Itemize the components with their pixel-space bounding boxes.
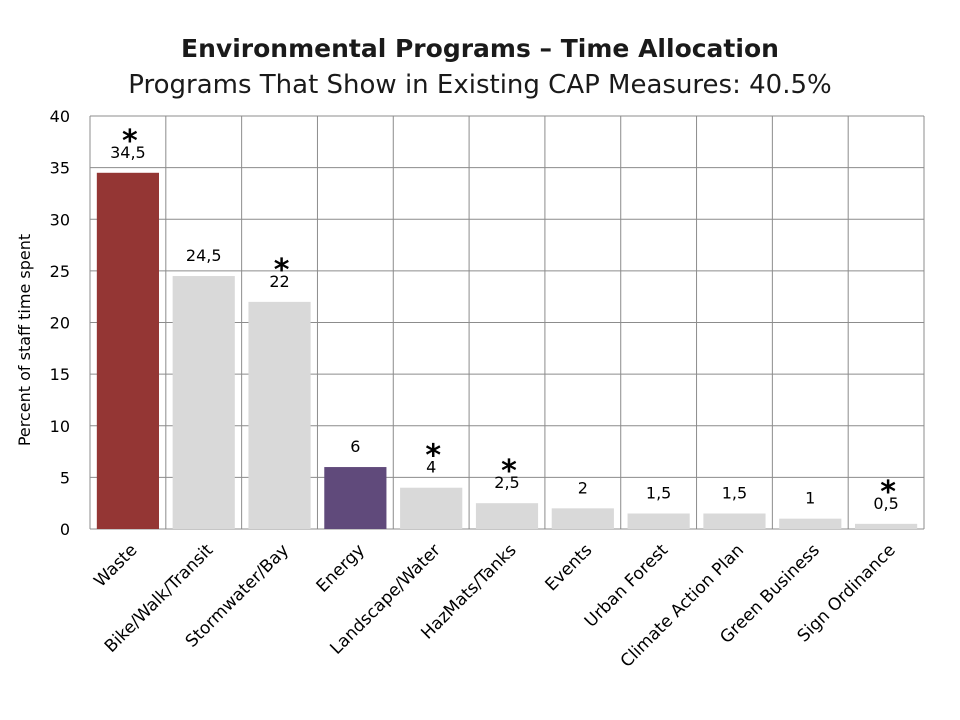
bar-green-business <box>779 518 842 529</box>
bar-hazmats-tanks <box>475 503 539 529</box>
cap-measure-star: * <box>122 124 138 159</box>
bar-bike-walk-transit <box>172 276 235 529</box>
y-tick-label: 40 <box>50 107 70 126</box>
x-category-label: Events <box>542 540 597 595</box>
bar-energy <box>324 467 387 529</box>
data-label: 1,5 <box>722 484 747 503</box>
data-label: 24,5 <box>186 246 222 265</box>
data-label: 2 <box>578 478 588 497</box>
chart-title: Environmental Programs – Time Allocation <box>181 34 779 63</box>
y-tick-label: 20 <box>50 314 70 333</box>
x-category-label: Climate Action Plan <box>617 540 748 671</box>
bar-landscape-water <box>400 487 463 529</box>
data-label: 34,5 <box>110 143 146 162</box>
data-label: 4 <box>426 458 436 477</box>
cap-measure-star: * <box>501 454 517 489</box>
data-label: 1,5 <box>646 484 671 503</box>
data-label: 22 <box>269 272 289 291</box>
data-labels: 34,5 24,5 22 6 4 2,5 2 1,5 1,5 1 0,5 <box>110 143 899 513</box>
y-tick-label: 0 <box>60 520 70 539</box>
y-tick-label: 30 <box>50 210 70 229</box>
x-category-label: Energy <box>313 540 369 596</box>
bar-stormwater-bay <box>248 301 311 529</box>
data-label: 1 <box>805 489 815 508</box>
y-tick-label: 25 <box>50 262 70 281</box>
bars <box>96 172 918 529</box>
y-tick-label: 35 <box>50 159 70 178</box>
x-category-label: Waste <box>90 540 141 591</box>
y-axis-ticks: 0 5 10 15 20 25 30 35 40 <box>50 107 70 539</box>
cap-measure-star: * <box>880 475 896 510</box>
chart-subtitle: Programs That Show in Existing CAP Measu… <box>128 70 832 100</box>
bar-events <box>551 508 614 529</box>
y-tick-label: 15 <box>50 365 70 384</box>
cap-measure-star: * <box>425 439 441 474</box>
cap-markers: * * * * * <box>122 124 896 510</box>
y-tick-label: 10 <box>50 417 70 436</box>
y-tick-label: 5 <box>60 468 70 487</box>
cap-measure-star: * <box>274 253 290 288</box>
bar-sign-ordinance <box>855 523 918 529</box>
data-label: 0,5 <box>873 494 898 513</box>
bar-climate-action-plan <box>703 513 766 529</box>
data-label: 2,5 <box>494 473 519 492</box>
y-axis-title: Percent of staff time spent <box>15 234 34 446</box>
bar-waste <box>96 172 159 529</box>
bar-urban-forest <box>627 513 690 529</box>
data-label: 6 <box>350 437 360 456</box>
